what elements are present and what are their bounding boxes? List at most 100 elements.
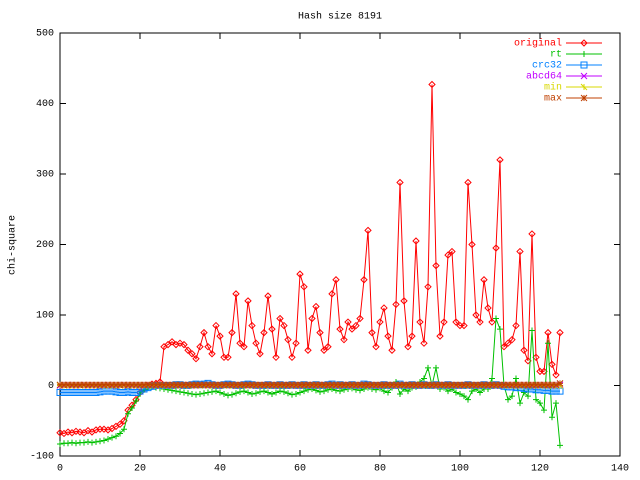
marker <box>320 381 328 389</box>
marker <box>392 381 400 389</box>
marker <box>156 381 164 389</box>
chart-title: Hash size 8191 <box>298 11 382 23</box>
marker <box>545 340 551 347</box>
marker <box>57 441 63 448</box>
marker <box>320 346 328 354</box>
marker <box>84 381 92 389</box>
marker <box>504 339 512 347</box>
marker <box>332 381 340 389</box>
marker <box>260 328 268 337</box>
marker <box>284 381 292 389</box>
marker <box>281 388 287 395</box>
marker <box>520 381 528 389</box>
legend-label: abcd64 <box>526 71 562 83</box>
marker <box>204 381 212 389</box>
marker <box>124 381 132 389</box>
marker <box>229 391 235 398</box>
marker <box>213 388 219 395</box>
marker <box>93 438 99 445</box>
marker <box>164 340 172 349</box>
marker <box>237 388 243 395</box>
marker <box>364 381 372 389</box>
marker <box>532 381 540 389</box>
marker <box>529 327 535 334</box>
marker <box>440 318 448 326</box>
legend-label: crc32 <box>532 61 562 72</box>
marker <box>509 393 515 400</box>
marker <box>504 381 512 389</box>
marker <box>136 381 144 389</box>
x-tick-label: 120 <box>531 464 549 475</box>
marker <box>184 381 192 389</box>
marker <box>308 381 316 389</box>
marker <box>508 381 516 389</box>
marker <box>144 381 152 389</box>
marker <box>112 381 120 389</box>
marker <box>224 353 232 362</box>
marker <box>432 261 440 270</box>
marker <box>396 381 404 389</box>
marker <box>468 240 476 249</box>
marker <box>428 381 436 389</box>
marker <box>549 414 555 421</box>
marker <box>525 393 531 400</box>
marker <box>516 247 524 256</box>
marker <box>164 381 172 389</box>
marker <box>352 321 360 330</box>
marker <box>160 381 168 389</box>
marker <box>240 381 248 389</box>
marker <box>425 364 431 371</box>
marker <box>64 381 72 389</box>
marker <box>380 381 388 389</box>
marker <box>60 381 68 389</box>
marker <box>288 353 296 362</box>
marker <box>448 247 456 256</box>
marker <box>505 396 511 403</box>
marker <box>580 39 588 47</box>
marker <box>480 381 488 389</box>
marker <box>301 388 307 395</box>
marker <box>360 276 368 284</box>
marker <box>340 381 348 389</box>
marker <box>460 321 468 330</box>
marker <box>217 389 223 396</box>
marker <box>404 343 412 351</box>
marker <box>85 438 91 445</box>
marker <box>212 381 220 389</box>
marker <box>212 321 220 330</box>
marker <box>285 390 291 397</box>
marker <box>368 328 376 337</box>
marker <box>580 61 588 69</box>
marker <box>385 389 391 396</box>
marker <box>192 381 200 389</box>
marker <box>208 350 216 358</box>
marker <box>440 381 448 389</box>
marker <box>116 420 124 428</box>
marker <box>317 388 323 395</box>
marker <box>180 340 188 349</box>
marker <box>444 381 452 389</box>
y-tick-label: 500 <box>36 29 54 40</box>
marker <box>209 388 215 395</box>
marker <box>233 390 239 397</box>
marker <box>241 388 247 395</box>
marker <box>532 353 540 362</box>
marker <box>265 389 271 396</box>
marker <box>112 388 120 396</box>
marker <box>472 311 480 319</box>
marker <box>257 388 263 395</box>
marker <box>400 297 408 305</box>
legend-label: rt <box>550 50 562 61</box>
marker <box>492 244 500 252</box>
marker <box>300 283 308 291</box>
marker <box>104 381 112 389</box>
marker <box>289 391 295 398</box>
marker <box>580 94 588 102</box>
marker <box>185 390 191 397</box>
marker <box>232 290 240 298</box>
y-tick-label: 300 <box>36 170 54 181</box>
marker <box>344 318 352 326</box>
marker <box>421 375 427 382</box>
x-tick-label: 20 <box>134 464 146 475</box>
marker <box>225 392 231 399</box>
